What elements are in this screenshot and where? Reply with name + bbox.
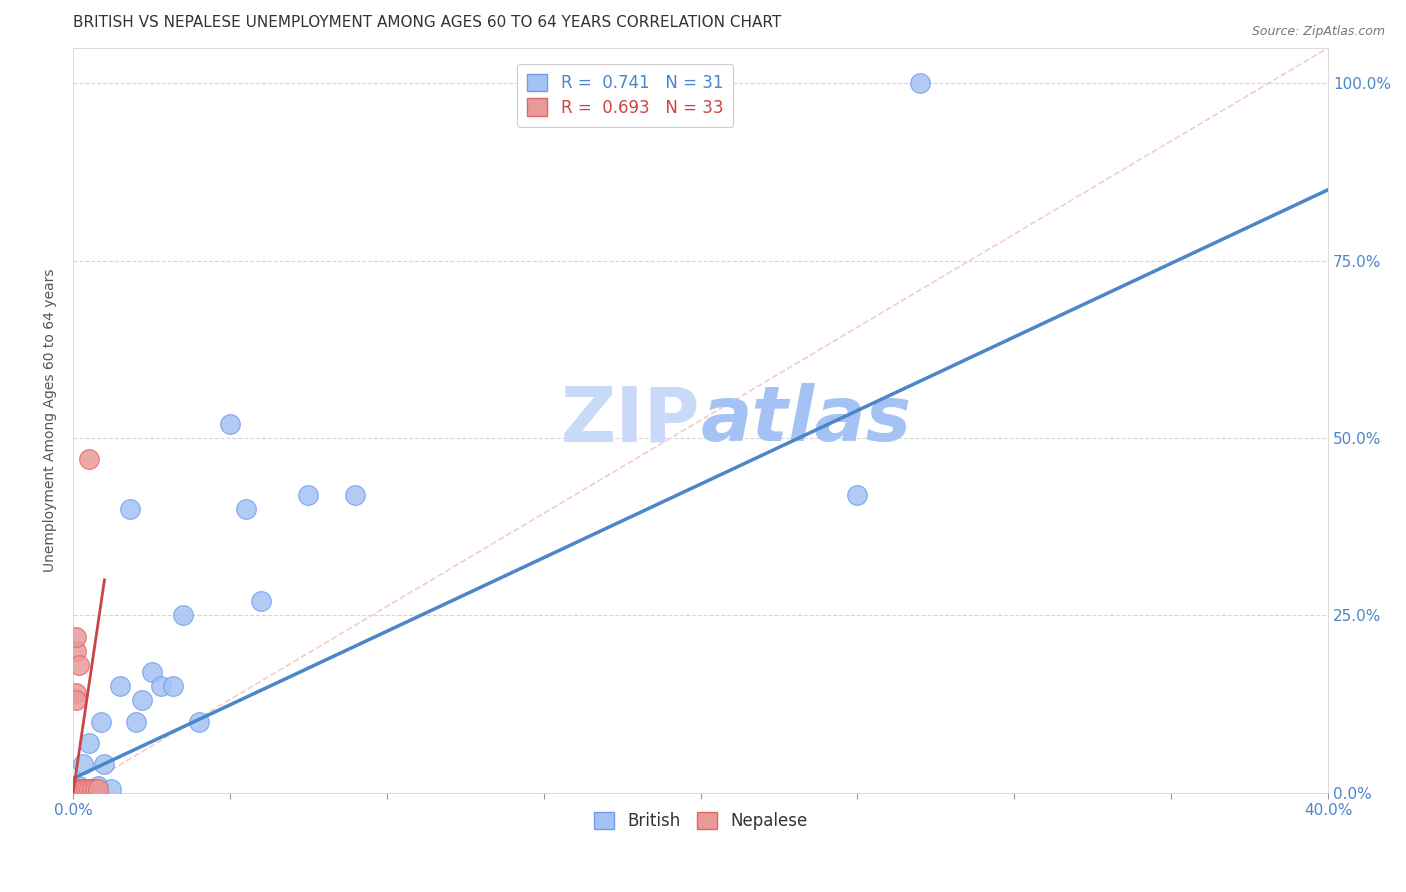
Point — [80, 782, 103, 797]
Point — [65, 693, 87, 707]
Point — [65, 686, 87, 700]
Point — [141, 665, 163, 679]
Point — [125, 714, 148, 729]
Point — [65, 782, 87, 797]
Point — [65, 782, 87, 797]
Point — [108, 679, 131, 693]
Point — [87, 779, 110, 793]
Point — [67, 657, 90, 672]
Point — [80, 782, 103, 797]
Point — [149, 679, 172, 693]
Point — [219, 417, 242, 431]
Point — [65, 630, 87, 644]
Point — [65, 782, 87, 797]
Point — [65, 782, 87, 797]
Point — [65, 782, 87, 797]
Point — [65, 782, 87, 797]
Point — [72, 757, 94, 772]
Text: ZIP: ZIP — [561, 384, 700, 458]
Point — [90, 714, 112, 729]
Point — [84, 782, 107, 797]
Point — [65, 782, 87, 797]
Point — [72, 782, 94, 797]
Point — [67, 782, 90, 797]
Point — [65, 782, 87, 797]
Point — [65, 782, 87, 797]
Legend: British, Nepalese: British, Nepalese — [588, 805, 814, 837]
Point — [187, 714, 209, 729]
Point — [65, 782, 87, 797]
Point — [75, 782, 97, 797]
Point — [72, 782, 94, 797]
Point — [84, 782, 107, 797]
Point — [77, 452, 100, 467]
Point — [65, 782, 87, 797]
Point — [75, 782, 97, 797]
Point — [65, 782, 87, 797]
Point — [87, 782, 110, 797]
Point — [67, 779, 90, 793]
Text: Source: ZipAtlas.com: Source: ZipAtlas.com — [1251, 25, 1385, 38]
Point — [250, 594, 273, 608]
Point — [77, 736, 100, 750]
Text: BRITISH VS NEPALESE UNEMPLOYMENT AMONG AGES 60 TO 64 YEARS CORRELATION CHART: BRITISH VS NEPALESE UNEMPLOYMENT AMONG A… — [73, 15, 782, 30]
Point — [65, 782, 87, 797]
Point — [65, 782, 87, 797]
Point — [72, 782, 94, 797]
Point — [65, 782, 87, 797]
Point — [131, 693, 153, 707]
Point — [67, 782, 90, 797]
Point — [172, 608, 194, 623]
Point — [910, 76, 932, 90]
Point — [235, 502, 257, 516]
Point — [75, 782, 97, 797]
Point — [72, 782, 94, 797]
Point — [846, 488, 869, 502]
Point — [72, 782, 94, 797]
Point — [65, 782, 87, 797]
Point — [65, 644, 87, 658]
Point — [93, 757, 115, 772]
Text: atlas: atlas — [700, 384, 911, 458]
Point — [100, 782, 122, 797]
Point — [72, 782, 94, 797]
Point — [118, 502, 141, 516]
Text: #c9daf8: #c9daf8 — [700, 419, 706, 420]
Point — [77, 782, 100, 797]
Point — [162, 679, 184, 693]
Point — [65, 782, 87, 797]
Point — [297, 488, 319, 502]
Point — [77, 782, 100, 797]
Y-axis label: Unemployment Among Ages 60 to 64 years: Unemployment Among Ages 60 to 64 years — [44, 268, 58, 572]
Point — [344, 488, 367, 502]
